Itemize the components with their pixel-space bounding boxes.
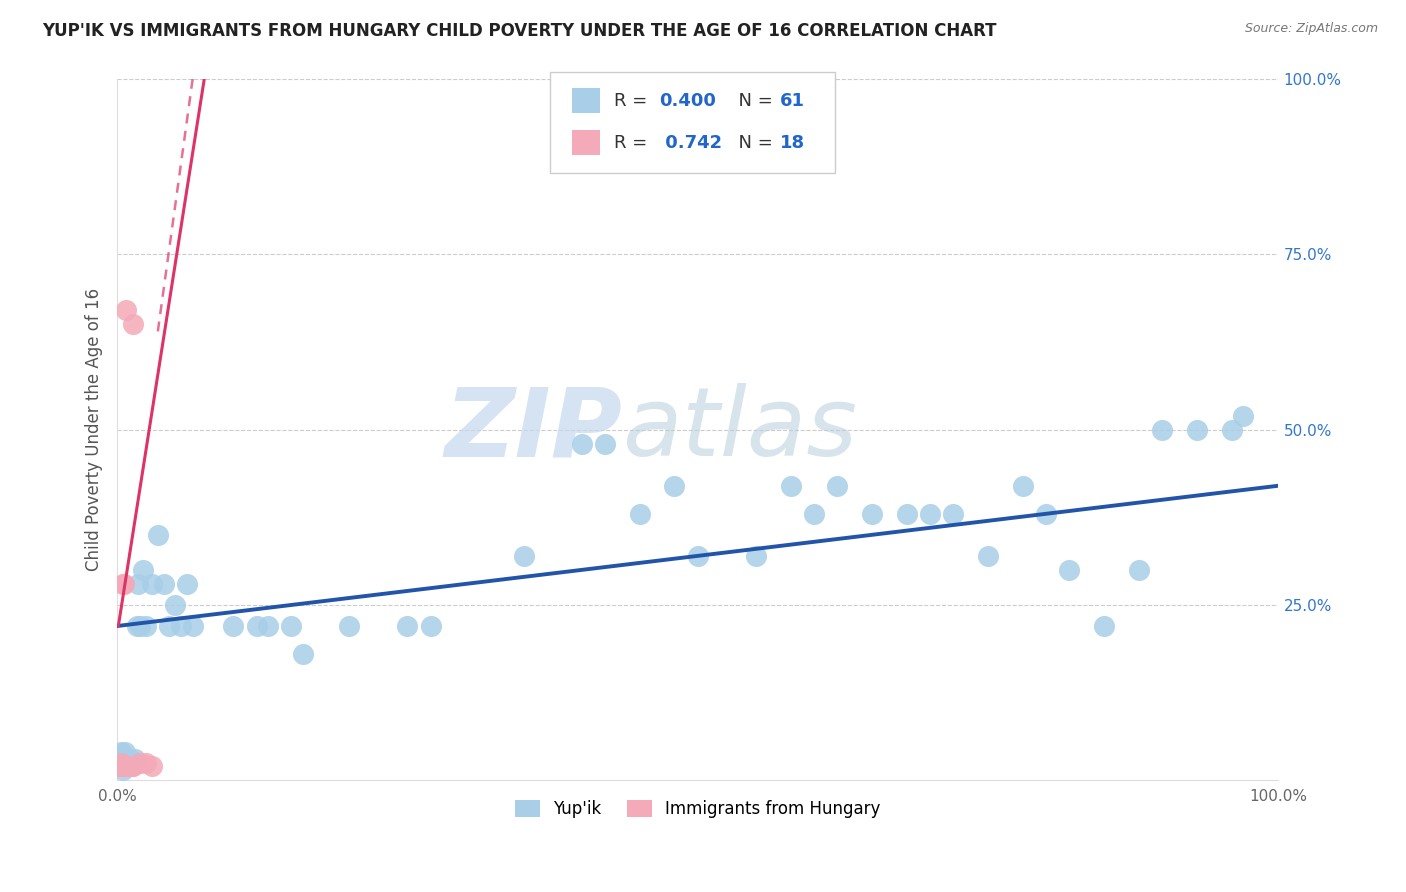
Point xyxy=(108,752,131,766)
Y-axis label: Child Poverty Under the Age of 16: Child Poverty Under the Age of 16 xyxy=(86,288,103,571)
Point xyxy=(245,619,267,633)
Point xyxy=(1152,423,1174,437)
Text: N =: N = xyxy=(727,134,779,152)
Text: 18: 18 xyxy=(780,134,806,152)
Point xyxy=(132,563,155,577)
Point xyxy=(1185,423,1208,437)
Point xyxy=(122,318,145,332)
Point xyxy=(115,759,138,773)
Point xyxy=(146,528,169,542)
Point xyxy=(664,479,686,493)
Point xyxy=(111,759,134,773)
Point xyxy=(977,549,1000,563)
Point xyxy=(141,759,163,773)
Point xyxy=(115,756,138,770)
Point xyxy=(1232,409,1254,423)
Point xyxy=(111,759,134,773)
Point xyxy=(108,759,131,773)
Point xyxy=(291,647,314,661)
Point xyxy=(942,507,965,521)
Point xyxy=(803,507,825,521)
Point xyxy=(165,598,187,612)
Text: 61: 61 xyxy=(780,92,806,110)
Point xyxy=(222,619,245,633)
Point xyxy=(396,619,419,633)
Point xyxy=(110,745,132,759)
Point xyxy=(111,759,134,773)
Point xyxy=(686,549,709,563)
Point xyxy=(129,756,152,770)
Text: 0.400: 0.400 xyxy=(659,92,716,110)
Point xyxy=(141,577,163,591)
Point xyxy=(120,756,142,770)
Point xyxy=(115,303,138,318)
Point xyxy=(120,759,142,773)
Point xyxy=(135,619,157,633)
Legend: Yup'ik, Immigrants from Hungary: Yup'ik, Immigrants from Hungary xyxy=(509,793,887,824)
Point xyxy=(121,759,143,773)
Point xyxy=(571,436,593,450)
Text: N =: N = xyxy=(727,92,779,110)
Point xyxy=(122,759,145,773)
Point xyxy=(129,619,152,633)
Point xyxy=(512,549,534,563)
Text: R =: R = xyxy=(614,134,654,152)
Point xyxy=(896,507,918,521)
Text: 0.742: 0.742 xyxy=(659,134,723,152)
Point xyxy=(110,759,132,773)
Point xyxy=(135,756,157,770)
Point xyxy=(112,759,135,773)
Point xyxy=(110,756,132,770)
Point xyxy=(628,507,651,521)
Point xyxy=(1220,423,1243,437)
Point xyxy=(1092,619,1115,633)
Point xyxy=(125,619,148,633)
Text: ZIP: ZIP xyxy=(444,384,623,476)
Point xyxy=(112,577,135,591)
Point xyxy=(1035,507,1057,521)
Point xyxy=(111,748,134,763)
Point xyxy=(170,619,193,633)
Point xyxy=(860,507,883,521)
Point xyxy=(339,619,361,633)
Point xyxy=(117,759,139,773)
Point xyxy=(127,577,149,591)
Point xyxy=(111,752,134,766)
Point xyxy=(419,619,441,633)
Point xyxy=(176,577,198,591)
Point xyxy=(117,752,139,766)
Point xyxy=(1128,563,1150,577)
Point xyxy=(280,619,302,633)
Text: Source: ZipAtlas.com: Source: ZipAtlas.com xyxy=(1244,22,1378,36)
Text: YUP'IK VS IMMIGRANTS FROM HUNGARY CHILD POVERTY UNDER THE AGE OF 16 CORRELATION : YUP'IK VS IMMIGRANTS FROM HUNGARY CHILD … xyxy=(42,22,997,40)
Point xyxy=(159,619,181,633)
Point xyxy=(1057,563,1080,577)
Point xyxy=(593,436,616,450)
Point xyxy=(918,507,941,521)
Point xyxy=(152,577,174,591)
Point xyxy=(118,752,141,766)
Point xyxy=(114,759,136,773)
Text: R =: R = xyxy=(614,92,654,110)
Point xyxy=(118,759,141,773)
Point xyxy=(114,745,136,759)
Point xyxy=(1011,479,1033,493)
Point xyxy=(118,756,141,770)
Point xyxy=(110,759,132,773)
Point xyxy=(124,752,146,766)
Text: atlas: atlas xyxy=(623,384,858,476)
Point xyxy=(825,479,848,493)
Point xyxy=(111,763,134,777)
Point xyxy=(111,577,134,591)
Point xyxy=(257,619,280,633)
Point xyxy=(779,479,801,493)
Point xyxy=(181,619,204,633)
Point xyxy=(745,549,768,563)
